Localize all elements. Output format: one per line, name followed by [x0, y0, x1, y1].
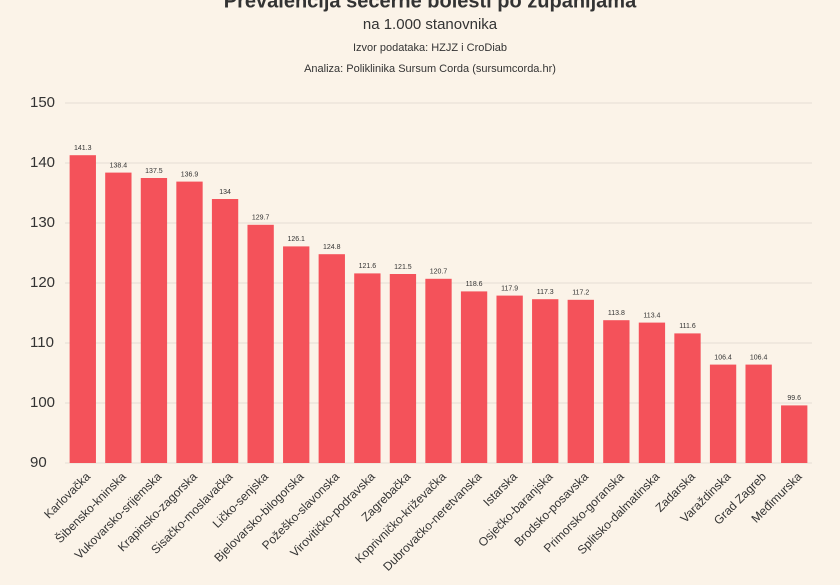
data-label: 136.9 [181, 171, 199, 178]
y-tick-label: 100 [30, 394, 55, 411]
bar [781, 405, 808, 463]
bar [638, 322, 666, 463]
data-label: 111.6 [679, 323, 696, 330]
bar [140, 178, 168, 463]
bar [425, 278, 452, 463]
bar [709, 364, 737, 463]
bar [105, 172, 132, 463]
bar [532, 299, 559, 463]
data-label: 117.2 [572, 290, 589, 297]
data-label: 99.6 [787, 395, 801, 402]
data-label: 124.8 [323, 244, 341, 251]
data-label: 117.9 [501, 285, 518, 292]
data-label: 120.7 [430, 269, 448, 276]
chart-title: Prevalencija šećerne bolesti po županija… [224, 0, 637, 12]
bar [567, 299, 594, 463]
bar [603, 320, 630, 463]
y-tick-label: 120 [30, 274, 55, 291]
data-label: 126.1 [287, 236, 305, 243]
data-label: 106.4 [714, 354, 732, 361]
data-label: 118.6 [466, 281, 483, 288]
y-tick-label: 110 [30, 334, 54, 351]
chart-subtitle: na 1.000 stanovnika [363, 16, 498, 33]
y-tick-label: 90 [30, 454, 47, 471]
bar [247, 224, 274, 463]
y-tick-label: 150 [30, 94, 55, 111]
data-label: 134 [219, 189, 231, 196]
source-note: Izvor podataka: HZJZ i CroDiab [353, 42, 507, 54]
bar [496, 295, 523, 463]
data-label: 121.5 [394, 264, 412, 271]
data-label: 141.3 [74, 145, 92, 152]
bar [674, 333, 701, 463]
bar [460, 291, 488, 463]
bar [745, 364, 772, 463]
data-label: 106.4 [750, 354, 768, 361]
data-label: 138.4 [110, 162, 128, 169]
bar [176, 181, 203, 463]
data-label: 121.6 [359, 263, 377, 270]
bar [318, 254, 345, 463]
bar [283, 246, 310, 463]
y-tick-label: 140 [30, 154, 55, 171]
data-label: 113.4 [643, 312, 660, 319]
bar [354, 273, 381, 463]
analysis-note: Analiza: Poliklinika Sursum Corda (sursu… [304, 63, 556, 75]
data-label: 129.7 [252, 215, 270, 222]
bar [389, 274, 417, 463]
bar [211, 199, 239, 463]
bar [69, 155, 96, 463]
y-tick-label: 130 [30, 214, 55, 231]
data-label: 137.5 [145, 168, 163, 175]
data-label: 113.8 [608, 310, 625, 317]
data-label: 117.3 [537, 289, 554, 296]
